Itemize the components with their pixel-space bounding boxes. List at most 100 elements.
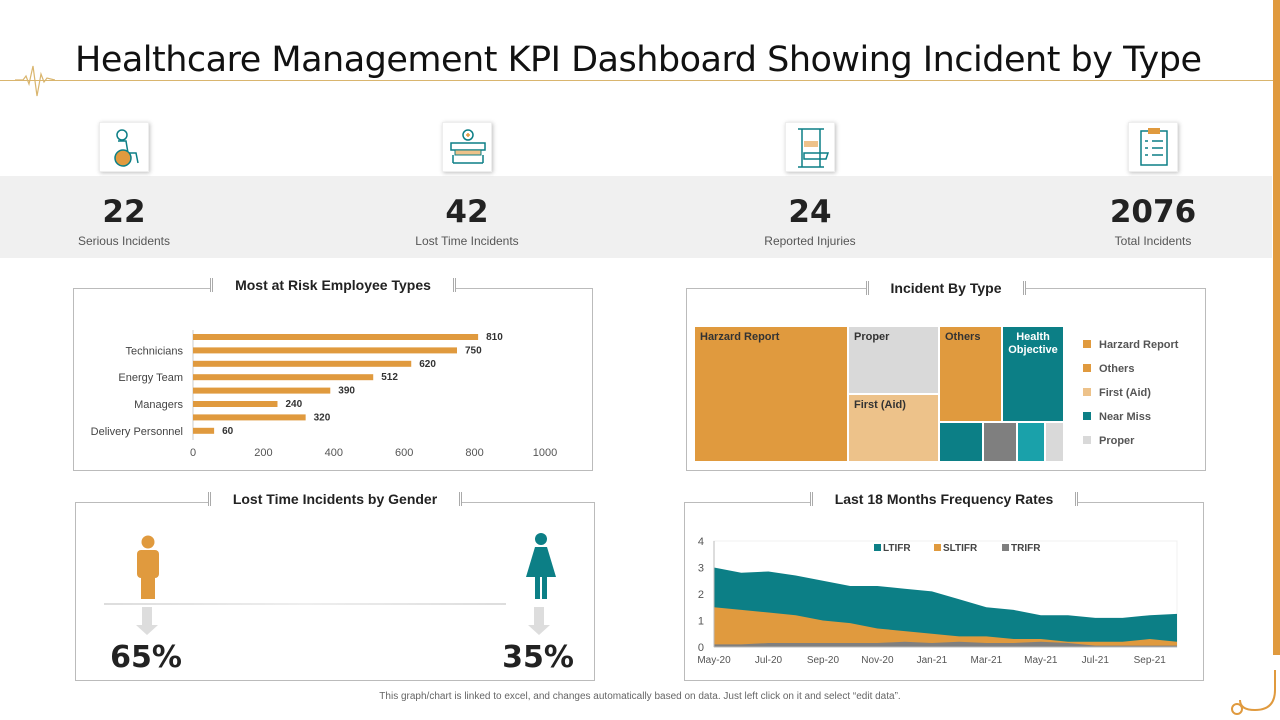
data-label: 512 xyxy=(381,372,398,383)
x-tick-label: May-20 xyxy=(697,655,731,666)
legend-swatch xyxy=(1002,544,1009,551)
area-series-trifr xyxy=(714,641,1177,647)
footer-note: This graph/chart is linked to excel, and… xyxy=(379,691,901,702)
bar xyxy=(193,427,215,434)
x-tick-label: Nov-20 xyxy=(861,655,894,666)
legend-swatch xyxy=(934,544,941,551)
x-tick-label: Jul-21 xyxy=(1082,655,1110,666)
y-tick-label: 4 xyxy=(698,536,704,548)
data-label: 60 xyxy=(222,426,234,437)
heartbeat-icon xyxy=(15,65,55,97)
data-label: 750 xyxy=(465,345,482,356)
kpi-reported-injuries: 24 Reported Injuries xyxy=(710,176,910,248)
legend-proper: Proper xyxy=(1083,435,1134,447)
data-label: 320 xyxy=(314,412,331,423)
tile-first-aid[interactable]: First (Aid) xyxy=(849,395,938,461)
area-chart[interactable]: 0 1 2 3 4 May-20 Jul-20 Sep-20 Nov-20 Jan-21 Mar-2… xyxy=(684,502,1204,681)
x-tick-label: 400 xyxy=(325,447,343,459)
arrow-down-icon xyxy=(136,607,158,635)
area-series-sltifr xyxy=(714,607,1177,647)
legend-others: Others xyxy=(1083,363,1134,375)
legend-label: LTIFR xyxy=(883,543,911,554)
bar-chart[interactable]: 810 750 Technicians 620 512 Energy Team 390 240… xyxy=(73,288,593,471)
y-tick-label: 3 xyxy=(698,563,704,575)
female-percent: 35% xyxy=(502,640,574,675)
kpi-label: Lost Time Incidents xyxy=(415,234,519,248)
tile-harzard-report[interactable]: Harzard Report xyxy=(695,327,847,461)
male-icon xyxy=(137,535,159,599)
panel-title: Incident By Type xyxy=(865,281,1027,295)
accent-bar xyxy=(1273,0,1280,655)
tile-proper[interactable]: Proper xyxy=(849,327,938,393)
panel-title: Most at Risk Employee Types xyxy=(210,278,456,292)
gender-divider xyxy=(104,603,506,605)
data-label: 620 xyxy=(419,359,436,370)
bar xyxy=(193,401,278,407)
kpi-total-incidents: 2076 Total Incidents xyxy=(1053,176,1253,248)
bar xyxy=(193,387,331,394)
category-label: Technicians xyxy=(126,345,184,357)
bar xyxy=(193,347,457,354)
female-icon xyxy=(526,533,556,599)
page-title: Healthcare Management KPI Dashboard Show… xyxy=(75,40,1202,80)
tile-small-teal[interactable] xyxy=(940,423,982,461)
bar xyxy=(193,360,412,367)
data-label: 240 xyxy=(285,399,302,410)
bar xyxy=(193,334,479,340)
legend-swatch xyxy=(874,544,881,551)
panel-title: Last 18 Months Frequency Rates xyxy=(809,492,1079,506)
tile-small-gray[interactable] xyxy=(984,423,1016,461)
panel-title: Lost Time Incidents by Gender xyxy=(207,492,463,506)
x-tick-label: May-21 xyxy=(1024,655,1058,666)
legend-harzard-report: Harzard Report xyxy=(1083,339,1178,351)
category-label: Managers xyxy=(134,399,183,411)
bar xyxy=(193,374,374,381)
kpi-value: 2076 xyxy=(1109,194,1197,230)
x-tick-label: Sep-20 xyxy=(807,655,840,666)
arrow-down-icon xyxy=(528,607,550,635)
tile-health-objective[interactable]: Health Objective xyxy=(1003,327,1063,421)
tile-others[interactable]: Others xyxy=(940,327,1001,421)
kpi-value: 42 xyxy=(445,194,489,230)
kpi-value: 24 xyxy=(788,194,832,230)
tile-small-cyan[interactable] xyxy=(1018,423,1044,461)
kpi-label: Serious Incidents xyxy=(77,234,171,248)
risk-employee-panel: Most at Risk Employee Types 810 750 Techni… xyxy=(73,278,593,471)
x-tick-label: 200 xyxy=(254,447,272,459)
legend-label: TRIFR xyxy=(1011,543,1041,554)
y-tick-label: 0 xyxy=(698,642,704,654)
kpi-label: Reported Injuries xyxy=(764,234,856,248)
tile-small-lightgray[interactable] xyxy=(1046,423,1063,461)
x-tick-label: 800 xyxy=(465,447,483,459)
x-tick-label: 0 xyxy=(190,447,196,459)
gender-panel: Lost Time Incidents by Gender 65% 35% xyxy=(75,492,595,681)
x-tick-label: Jan-21 xyxy=(917,655,948,666)
hospital-bed-icon xyxy=(442,122,492,172)
data-label: 390 xyxy=(338,386,355,397)
legend-label: SLTIFR xyxy=(943,543,978,554)
male-percent: 65% xyxy=(110,640,182,675)
kpi-serious-incidents: 22 Serious Incidents xyxy=(24,176,224,248)
x-tick-label: 1000 xyxy=(533,447,557,459)
y-tick-label: 1 xyxy=(698,616,704,628)
x-tick-label: 600 xyxy=(395,447,413,459)
legend-near-miss: Near Miss xyxy=(1083,411,1151,423)
bar xyxy=(193,414,306,421)
clipboard-checklist-icon xyxy=(1128,122,1178,172)
frequency-rates-panel: Last 18 Months Frequency Rates 0 1 2 3 4 May-… xyxy=(684,492,1204,681)
wheelchair-patient-icon xyxy=(99,122,149,172)
y-tick-label: 2 xyxy=(698,589,704,601)
kpi-band xyxy=(0,176,1272,258)
legend-first-aid: First (Aid) xyxy=(1083,387,1151,399)
kpi-label: Total Incidents xyxy=(1114,234,1192,248)
x-tick-label: Mar-21 xyxy=(971,655,1003,666)
x-tick-label: Jul-20 xyxy=(755,655,783,666)
category-label: Energy Team xyxy=(118,372,183,384)
incident-type-panel: Incident By Type Harzard Report Proper F… xyxy=(686,281,1206,471)
data-label: 810 xyxy=(486,332,503,343)
category-label: Delivery Personnel xyxy=(91,426,183,438)
stethoscope-icon xyxy=(1231,670,1276,715)
kpi-lost-time-incidents: 42 Lost Time Incidents xyxy=(367,176,567,248)
kpi-value: 22 xyxy=(102,194,146,230)
title-divider xyxy=(0,80,1274,81)
